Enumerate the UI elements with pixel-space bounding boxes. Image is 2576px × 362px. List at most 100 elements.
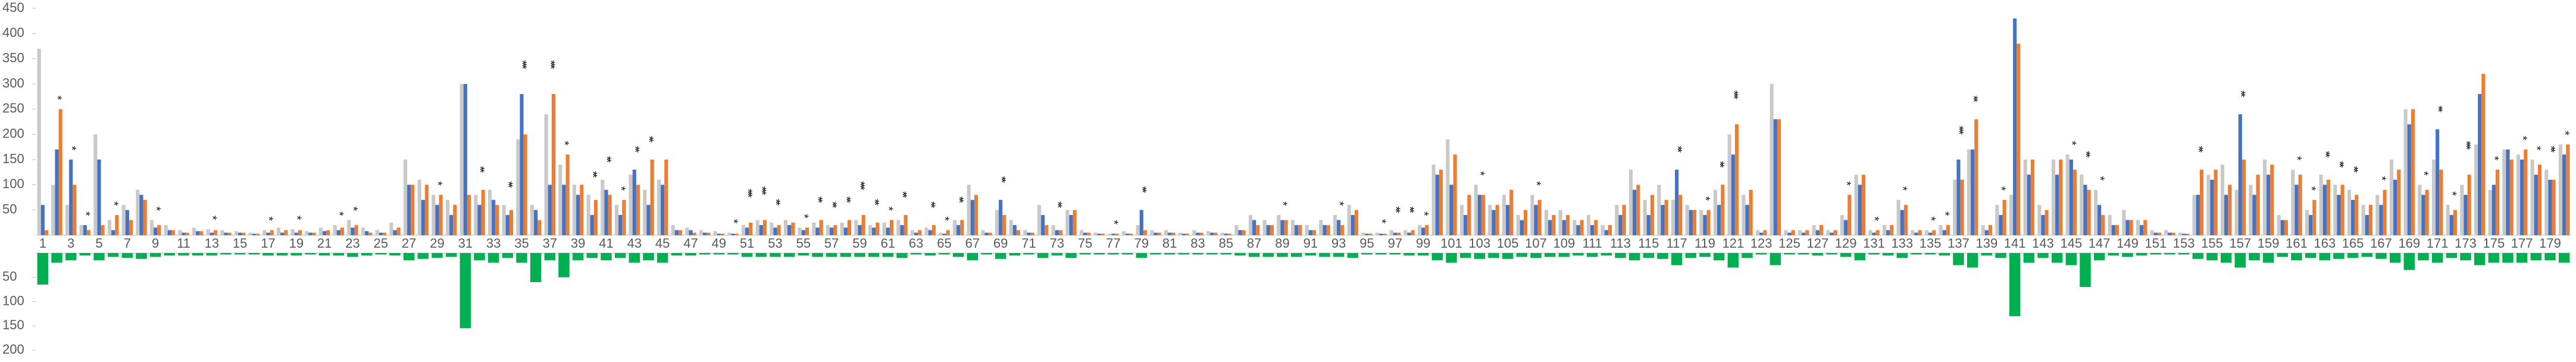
bar [2319, 174, 2323, 235]
bar [2403, 109, 2408, 235]
bar [2101, 215, 2105, 235]
bar [741, 253, 753, 257]
bar [2234, 189, 2239, 235]
bar [234, 253, 246, 255]
bar [1530, 253, 1542, 258]
significance-mark: * [262, 217, 275, 221]
bar [830, 227, 834, 235]
bar [1548, 220, 1552, 235]
bar [1516, 253, 1528, 257]
significance-mark: ** [924, 201, 937, 208]
bar [2495, 169, 2500, 235]
bar [224, 232, 228, 235]
bar [2502, 253, 2514, 263]
bar [1280, 220, 1284, 235]
bar [2262, 160, 2267, 235]
bar [2347, 189, 2352, 235]
bar [1365, 233, 1369, 235]
bar [2506, 149, 2510, 235]
bar [661, 185, 665, 235]
x-tick-label: 169 [2398, 236, 2420, 251]
bar [2055, 174, 2059, 235]
bar [1012, 225, 1017, 235]
bar [1037, 253, 1049, 258]
bar [149, 253, 161, 257]
bar [502, 253, 514, 258]
bar [995, 253, 1006, 259]
bar [946, 230, 950, 235]
bar [1896, 199, 1900, 235]
x-tick-label: 137 [1947, 236, 1969, 251]
x-tick-label: 35 [514, 236, 529, 251]
x-tick-label: 23 [345, 236, 359, 251]
bar [2153, 232, 2158, 235]
bar [336, 230, 340, 235]
bar [37, 48, 41, 235]
bar [1826, 230, 1830, 235]
bar [1238, 230, 1242, 235]
bar [220, 230, 224, 235]
bar [2178, 253, 2190, 255]
bar [1350, 215, 1355, 235]
bar [685, 227, 689, 235]
bar [1699, 253, 1711, 257]
bar [368, 232, 373, 235]
bar [1770, 84, 1774, 235]
bar [558, 253, 570, 277]
significance-mark: ** [2234, 90, 2247, 98]
bar [1097, 233, 1101, 235]
bar [255, 233, 260, 235]
x-tick-label: 143 [2032, 236, 2054, 251]
bar [614, 205, 619, 235]
bar [2249, 253, 2260, 261]
significance-mark: ** [629, 146, 642, 153]
x-tick-label: 39 [571, 236, 585, 251]
bar [608, 195, 612, 235]
x-tick-label: 67 [965, 236, 980, 251]
bar [854, 253, 865, 257]
bar [167, 230, 171, 235]
x-tick-label: 1 [39, 236, 46, 251]
y-tick-label: 100 [2, 176, 24, 191]
bar [2548, 179, 2552, 235]
bar [1932, 230, 1936, 235]
bar [572, 253, 584, 261]
bar [1509, 189, 1514, 235]
bar [1178, 253, 1190, 255]
bar [995, 210, 999, 235]
bar [2333, 185, 2337, 235]
bar [1361, 253, 1373, 255]
bar [2002, 199, 2006, 235]
significance-mark: ** [2192, 146, 2205, 153]
x-tick-label: 91 [1303, 236, 1318, 251]
bar [1995, 253, 2006, 258]
significance-mark: * [1699, 196, 1712, 201]
bar [1797, 253, 1809, 255]
bar [1734, 124, 1739, 235]
x-tick-label: 69 [993, 236, 1008, 251]
bar [1045, 225, 1049, 235]
y-tick-label: 200 [2, 126, 24, 141]
bar [843, 227, 848, 235]
x-tick-label: 177 [2511, 236, 2533, 251]
bar [2164, 230, 2168, 235]
bar [505, 215, 509, 235]
bar [403, 253, 415, 261]
bar [2206, 253, 2218, 261]
bar [1234, 253, 1246, 256]
significance-mark: ** [473, 166, 486, 173]
bar [1960, 179, 1964, 235]
bar [967, 253, 978, 261]
x-tick-label: 17 [261, 236, 275, 251]
bar [361, 253, 373, 256]
bar [699, 230, 704, 235]
bar [1079, 230, 1084, 235]
bar [213, 230, 218, 235]
bar [2474, 144, 2478, 235]
bar [819, 220, 823, 235]
bar [2294, 185, 2299, 235]
bar [242, 232, 246, 235]
y-tick-label: 250 [2, 101, 24, 116]
bar [206, 229, 210, 235]
